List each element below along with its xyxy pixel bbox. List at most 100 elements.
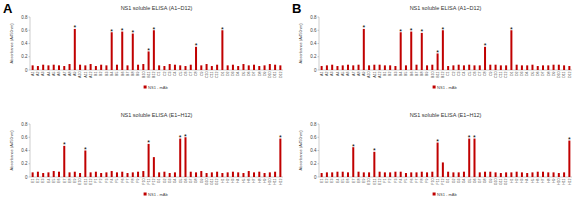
legend-swatch xyxy=(144,193,147,196)
x-tick-label: D5 xyxy=(531,72,535,77)
x-tick-label: B11 xyxy=(436,72,440,78)
bar xyxy=(53,171,55,177)
bar xyxy=(526,65,528,70)
x-tick-label: G4 xyxy=(173,179,177,184)
x-tick-label: C11 xyxy=(499,72,503,78)
bar xyxy=(195,172,197,177)
x-tick-label: A1 xyxy=(31,72,35,76)
x-tick-label: G12 xyxy=(504,178,508,185)
x-tick-label: A7 xyxy=(352,72,356,76)
significance-mark: * xyxy=(484,42,487,49)
bar xyxy=(221,173,223,177)
x-tick-label: C1 xyxy=(446,72,450,77)
y-tick xyxy=(29,56,31,57)
x-tick-label: C9 xyxy=(200,72,204,77)
bar xyxy=(105,172,107,177)
y-tick xyxy=(318,177,320,178)
bar xyxy=(326,172,328,177)
significance-mark: * xyxy=(110,28,113,35)
x-tick-label: F5 xyxy=(115,179,119,183)
x-tick-label: C2 xyxy=(452,72,456,77)
bar xyxy=(379,172,381,177)
bar xyxy=(452,65,454,70)
bar xyxy=(132,172,134,177)
x-tick-label: C10 xyxy=(494,71,498,78)
x-tick-label: F7 xyxy=(126,179,130,183)
bar xyxy=(553,65,555,70)
x-tick-label: E7 xyxy=(63,179,67,183)
y-axis-label: Absorbance (A450nm) xyxy=(298,130,303,171)
x-tick-label: A2 xyxy=(325,72,329,76)
bar xyxy=(521,172,523,177)
x-tick-label: G10 xyxy=(494,179,498,186)
x-tick-label: C5 xyxy=(179,72,183,77)
bar xyxy=(74,172,76,177)
x-tick-label: C8 xyxy=(194,72,198,77)
x-tick-label: D11 xyxy=(562,72,566,78)
significance-mark: * xyxy=(121,27,124,34)
x-tick-label: A5 xyxy=(341,72,345,76)
x-tick-label: B4 xyxy=(110,72,114,76)
x-tick-label: F3 xyxy=(105,179,109,183)
y-tick xyxy=(29,177,31,178)
bar xyxy=(352,65,354,70)
bar xyxy=(505,65,507,70)
bars xyxy=(321,29,571,70)
x-tick-label: G2 xyxy=(452,179,456,184)
x-axis xyxy=(319,177,572,178)
bar xyxy=(153,30,155,70)
bar xyxy=(279,65,281,70)
x-tick-label: F6 xyxy=(410,179,414,183)
bar xyxy=(400,32,402,70)
x-tick-label: A1 xyxy=(320,72,324,76)
x-tick-label: D11 xyxy=(273,72,277,78)
bar xyxy=(274,172,276,177)
bar xyxy=(116,65,118,70)
x-tick-label: E3 xyxy=(330,179,334,183)
bar xyxy=(468,65,470,70)
bar xyxy=(521,65,523,70)
bar xyxy=(495,172,497,177)
bar xyxy=(121,32,123,70)
bar xyxy=(416,172,418,177)
x-tick-label: C1 xyxy=(157,72,161,77)
bar xyxy=(384,65,386,70)
bar xyxy=(495,65,497,70)
x-tick-label: C9 xyxy=(489,72,493,77)
x-tick-label: A6 xyxy=(57,72,61,76)
bar xyxy=(458,65,460,70)
bar xyxy=(547,65,549,70)
bar xyxy=(232,65,234,70)
y-axis-label: Absorbance (A450nm) xyxy=(9,130,14,171)
y-tick xyxy=(318,43,320,44)
panel-label: B xyxy=(292,1,301,16)
bar xyxy=(421,33,423,70)
x-tick-label: G1 xyxy=(157,179,161,184)
x-tick-label: F9 xyxy=(425,179,429,183)
bar xyxy=(142,171,144,177)
bar xyxy=(547,172,549,177)
bar xyxy=(563,65,565,70)
significance-mark: * xyxy=(221,26,224,33)
bar xyxy=(410,172,412,177)
y-tick xyxy=(29,163,31,164)
bar xyxy=(179,65,181,70)
bar xyxy=(84,151,86,178)
significance-mark: * xyxy=(179,134,182,141)
x-tick-label: A9 xyxy=(73,72,77,76)
x-tick-label: H12 xyxy=(568,178,572,185)
x-tick-label: C8 xyxy=(483,72,487,77)
x-tick-label: B1 xyxy=(94,72,98,76)
y-tick xyxy=(29,30,31,31)
x-tick-label: A11 xyxy=(84,72,88,78)
bar xyxy=(389,65,391,70)
significance-mark: * xyxy=(399,28,402,35)
x-tick-label: G9 xyxy=(489,179,493,184)
bar xyxy=(216,172,218,177)
legend-swatch xyxy=(433,86,436,89)
bar xyxy=(237,172,239,177)
bars xyxy=(321,139,571,177)
bar xyxy=(95,172,97,177)
bar xyxy=(158,172,160,177)
x-tick-label: E7 xyxy=(352,179,356,183)
